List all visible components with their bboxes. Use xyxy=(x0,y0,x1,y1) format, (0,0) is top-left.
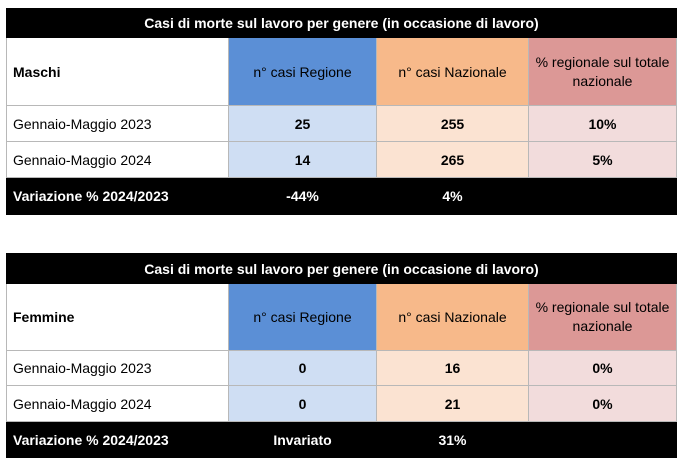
variation-label: Variazione % 2024/2023 xyxy=(6,421,229,458)
table-row: Gennaio-Maggio 2023 25 255 10% xyxy=(6,105,678,142)
table-title: Casi di morte sul lavoro per genere (in … xyxy=(5,8,678,38)
cell-nazionale: 16 xyxy=(376,350,529,386)
col-header-regione: n° casi Regione xyxy=(228,37,377,106)
variation-label: Variazione % 2024/2023 xyxy=(6,177,229,215)
cell-nazionale: 255 xyxy=(376,105,529,142)
row-period: Gennaio-Maggio 2024 xyxy=(6,141,229,178)
cell-regione: 0 xyxy=(228,350,377,386)
col-header-regione: n° casi Regione xyxy=(228,283,377,351)
variation-nazionale: 31% xyxy=(376,421,529,458)
row-period: Gennaio-Maggio 2023 xyxy=(6,350,229,386)
variation-regione: Invariato xyxy=(228,421,377,458)
col-header-nazionale: n° casi Nazionale xyxy=(376,283,529,351)
cell-regione: 14 xyxy=(228,141,377,178)
table-title-row: Casi di morte sul lavoro per genere (in … xyxy=(5,253,678,284)
header-row: Femmine n° casi Regione n° casi Nazional… xyxy=(6,283,678,351)
cell-percentuale: 0% xyxy=(527,385,678,422)
cell-percentuale: 0% xyxy=(527,350,678,386)
table-title-row: Casi di morte sul lavoro per genere (in … xyxy=(5,8,678,38)
cell-nazionale: 21 xyxy=(376,385,529,422)
table-femmine: Casi di morte sul lavoro per genere (in … xyxy=(5,253,678,458)
col-header-percentuale: % regionale sul totale nazionale xyxy=(527,37,678,106)
table-row: Gennaio-Maggio 2024 14 265 5% xyxy=(6,141,678,178)
row-period: Gennaio-Maggio 2023 xyxy=(6,105,229,142)
table-row: Gennaio-Maggio 2024 0 21 0% xyxy=(6,385,678,422)
col-header-nazionale: n° casi Nazionale xyxy=(376,37,529,106)
table-title: Casi di morte sul lavoro per genere (in … xyxy=(5,253,678,284)
col-header-percentuale: % regionale sul totale nazionale xyxy=(527,283,678,351)
cell-regione: 0 xyxy=(228,385,377,422)
variation-row: Variazione % 2024/2023 -44% 4% xyxy=(6,177,678,215)
table-row: Gennaio-Maggio 2023 0 16 0% xyxy=(6,350,678,386)
variation-regione: -44% xyxy=(228,177,377,215)
cell-percentuale: 10% xyxy=(527,105,678,142)
header-row: Maschi n° casi Regione n° casi Nazionale… xyxy=(6,37,678,106)
variation-row: Variazione % 2024/2023 Invariato 31% xyxy=(6,421,678,458)
variation-percentuale xyxy=(527,177,678,215)
cell-regione: 25 xyxy=(228,105,377,142)
group-label: Femmine xyxy=(6,283,229,351)
table-maschi: Casi di morte sul lavoro per genere (in … xyxy=(5,8,678,215)
variation-nazionale: 4% xyxy=(376,177,529,215)
group-label: Maschi xyxy=(6,37,229,106)
row-period: Gennaio-Maggio 2024 xyxy=(6,385,229,422)
cell-nazionale: 265 xyxy=(376,141,529,178)
variation-percentuale xyxy=(527,421,678,458)
cell-percentuale: 5% xyxy=(527,141,678,178)
